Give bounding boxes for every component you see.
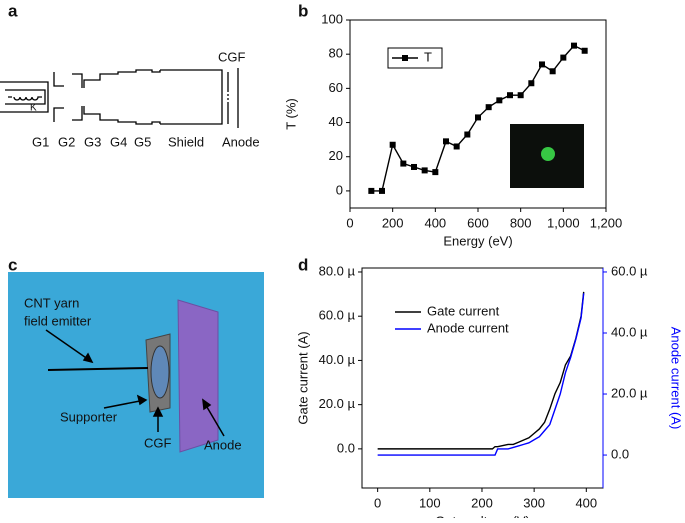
marker	[560, 54, 567, 61]
y-tick-label: 80	[329, 46, 343, 61]
y-tick-label: 40.0 µ	[319, 352, 356, 367]
y2-tick-label: 0.0	[611, 446, 629, 461]
y-tick-label: 100	[321, 11, 343, 26]
y-tick-label: 20	[329, 148, 343, 163]
marker	[571, 42, 577, 49]
marker	[443, 138, 449, 145]
y-tick-label: 60	[329, 80, 343, 95]
marker	[507, 92, 513, 99]
marker	[389, 141, 396, 148]
x-axis-label: Energy (eV)	[443, 233, 512, 248]
y2-tick-label: 40.0 µ	[611, 324, 648, 339]
label: field emitter	[24, 313, 92, 328]
y-tick-label: 80.0 µ	[319, 263, 356, 278]
x-tick-label: 200	[382, 215, 404, 230]
marker	[496, 97, 503, 104]
label: K	[30, 103, 37, 114]
legend-label: T	[424, 49, 432, 64]
x-tick-label: 300	[523, 495, 545, 510]
label: Supporter	[60, 409, 118, 424]
marker	[528, 80, 535, 87]
marker	[453, 143, 460, 150]
legend-box	[387, 47, 443, 69]
y-tick-label: 0	[336, 182, 343, 197]
x-tick-label: 400	[424, 215, 446, 230]
y-tick-label: 20.0 µ	[319, 396, 356, 411]
marker	[464, 131, 471, 138]
marker	[368, 187, 375, 194]
panel-label: a	[8, 1, 18, 20]
y-tick-label: 40	[329, 114, 343, 129]
y-tick-label: 60.0 µ	[319, 308, 356, 323]
y-axis-label: Gate current (A)	[295, 331, 310, 424]
x-tick-label: 200	[471, 495, 493, 510]
marker	[411, 163, 417, 170]
panel-label: d	[298, 255, 308, 274]
marker	[517, 92, 524, 99]
electron-gun-diagram	[0, 68, 239, 128]
label: Shield	[168, 134, 204, 149]
marker	[549, 68, 556, 75]
x-tick-label: 1,200	[590, 215, 623, 230]
label: CGF	[144, 435, 172, 450]
marker	[485, 104, 492, 111]
label: G4	[110, 134, 127, 149]
label: CGF	[218, 49, 246, 64]
label: G2	[58, 134, 75, 149]
x-tick-label: 600	[467, 215, 489, 230]
panel-label: b	[298, 1, 308, 20]
label: G3	[84, 134, 101, 149]
panel-label: c	[8, 255, 17, 274]
marker	[421, 167, 428, 174]
label: Anode	[204, 437, 242, 452]
label: Anode	[222, 134, 260, 149]
y2-tick-label: 60.0 µ	[611, 263, 648, 278]
x-axis-label: Gate voltage (V)	[435, 513, 530, 518]
y-tick-label: 0.0	[337, 440, 355, 455]
x-tick-label: 100	[419, 495, 441, 510]
x-tick-label: 400	[575, 495, 597, 510]
x-tick-label: 1,000	[547, 215, 580, 230]
device-illustration	[8, 272, 264, 498]
y2-tick-label: 20.0 µ	[611, 385, 648, 400]
legend-marker	[402, 55, 408, 61]
series-line	[377, 291, 585, 450]
x-tick-label: 800	[510, 215, 532, 230]
legend-label: Anode current	[427, 320, 509, 335]
x-tick-label: 0	[346, 215, 353, 230]
y2-axis-label: Anode current (A)	[669, 327, 684, 430]
marker	[400, 160, 407, 167]
x-tick-label: 0	[374, 495, 381, 510]
inset-spot	[541, 147, 555, 161]
label: CNT yarn	[24, 295, 79, 310]
y-axis-label: T (%)	[283, 98, 298, 130]
marker	[379, 187, 385, 194]
marker	[475, 114, 481, 121]
marker	[432, 169, 439, 176]
label: G1	[32, 134, 49, 149]
marker	[581, 47, 588, 54]
series-line	[377, 293, 585, 456]
label: G5	[134, 134, 151, 149]
legend-label: Gate current	[427, 303, 500, 318]
marker	[539, 61, 545, 68]
